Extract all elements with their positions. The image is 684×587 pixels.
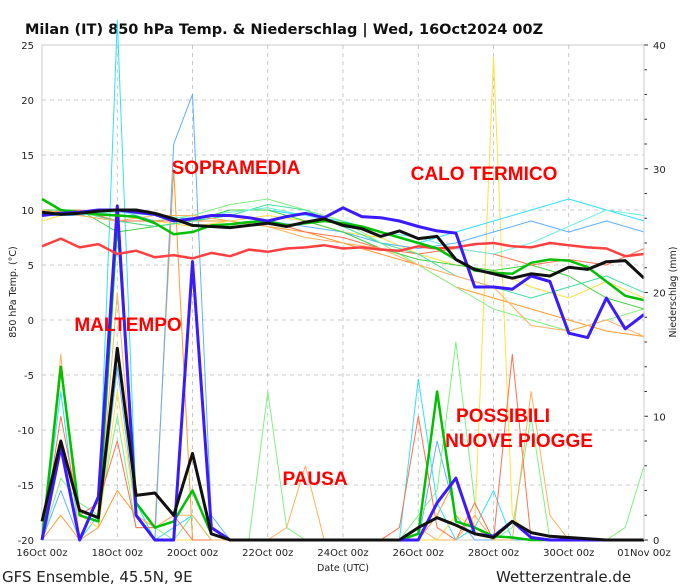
control-precip-line: [40, 346, 644, 542]
model-info: GFS Ensemble, 45.5N, 9E: [2, 568, 193, 586]
y-tick-label: -10: [18, 426, 34, 437]
y-tick-label: -5: [24, 371, 34, 382]
y2-tick-label: 10: [653, 412, 666, 423]
x-axis-label: Date (UTC): [317, 563, 369, 574]
y-tick-label: 25: [21, 41, 34, 52]
climatology-temp-line: [41, 237, 645, 260]
y2-tick-label: 20: [653, 289, 666, 300]
y2-tick-label: 40: [653, 41, 666, 52]
annotation-pausa: PAUSA: [282, 469, 347, 490]
y-tick-label: -15: [18, 481, 34, 492]
y2-tick-label: 0: [653, 536, 659, 547]
y2-tick-label: 30: [653, 165, 666, 176]
x-tick-label: 16Oct 00z: [16, 548, 67, 559]
mean-temp-line: [41, 197, 645, 302]
y-tick-label: 20: [21, 96, 34, 107]
y-axis-label: 850 hPa Temp. (°C): [8, 246, 19, 337]
annotation-sopramedia: SOPRAMEDIA: [172, 158, 301, 179]
annotation-maltempo: MALTEMPO: [74, 315, 181, 336]
control-temp-line: [41, 208, 646, 280]
annotation-possibili: POSSIBILI: [456, 406, 550, 427]
source-credit: Wetterzentrale.de: [496, 568, 631, 586]
y-tick-label: 0: [28, 316, 34, 327]
x-tick-label: 30Oct 00z: [543, 548, 594, 559]
y-tick-label: -20: [18, 536, 34, 547]
x-tick-label: 01Nov 00z: [617, 548, 670, 559]
annotation-calo-termico: CALO TERMICO: [411, 164, 558, 185]
annotation-nuove-piogge: NUOVE PIOGGE: [445, 431, 593, 452]
member-temp-line: [41, 209, 645, 337]
operational-temp-line: [41, 206, 645, 340]
x-tick-label: 28Oct 00z: [468, 548, 519, 559]
x-tick-label: 22Oct 00z: [242, 548, 293, 559]
y-tick-label: 10: [21, 206, 34, 217]
x-tick-label: 26Oct 00z: [393, 548, 444, 559]
y-tick-label: 15: [21, 151, 34, 162]
member-temp-line: [41, 209, 645, 266]
x-tick-label: 24Oct 00z: [317, 548, 368, 559]
member-temp-line: [42, 209, 645, 310]
chart-title: Milan (IT) 850 hPa Temp. & Niederschlag …: [25, 22, 543, 38]
x-tick-label: 18Oct 00z: [92, 548, 143, 559]
y2-axis-label: Niederschlag (mm): [668, 247, 679, 338]
x-tick-label: 20Oct 00z: [167, 548, 218, 559]
y-tick-label: 5: [28, 261, 34, 272]
